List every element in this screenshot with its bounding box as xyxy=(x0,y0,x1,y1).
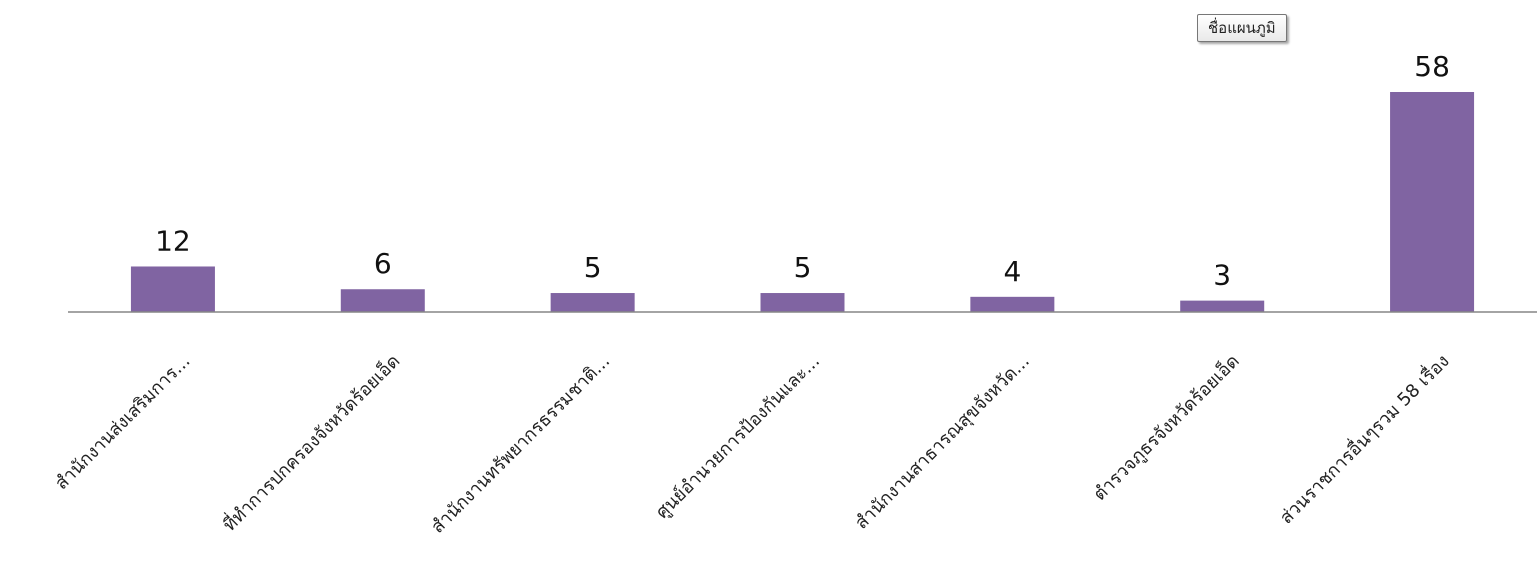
category-label: ส่วนราชการอื่นๆรวม 58 เรื่อง xyxy=(1274,349,1454,529)
category-label: สำนักงานทรัพยากรธรรมชาติ... xyxy=(427,351,614,538)
category-label: ศูนย์อำนวยการป้องกันและ... xyxy=(652,351,824,523)
chart-title: ชื่อแผนภูมิ xyxy=(1208,19,1276,37)
bar xyxy=(1390,92,1475,312)
data-label: 3 xyxy=(1213,259,1231,292)
data-label: 5 xyxy=(794,251,812,284)
data-label: 58 xyxy=(1414,50,1450,83)
bar xyxy=(760,293,845,312)
bar xyxy=(970,296,1055,312)
data-label: 4 xyxy=(1003,255,1021,288)
data-label: 5 xyxy=(584,251,602,284)
data-label: 6 xyxy=(374,247,392,280)
bar xyxy=(130,266,215,312)
data-label: 12 xyxy=(155,224,191,257)
category-label: สำนักงานสาธารณสุขจังหวัด... xyxy=(851,351,1034,534)
category-label: ที่ทำการปกครองจังหวัดร้อยเอ็ด xyxy=(217,349,404,536)
bar xyxy=(1180,300,1265,312)
category-label: ตำรวจภูธรจังหวัดร้อยเอ็ด xyxy=(1088,349,1244,505)
bar xyxy=(340,289,425,312)
bar xyxy=(550,293,635,312)
chart-title-box: ชื่อแผนภูมิ xyxy=(1197,14,1287,42)
category-label: สำนักงานส่งเสริมการ... xyxy=(51,351,194,494)
